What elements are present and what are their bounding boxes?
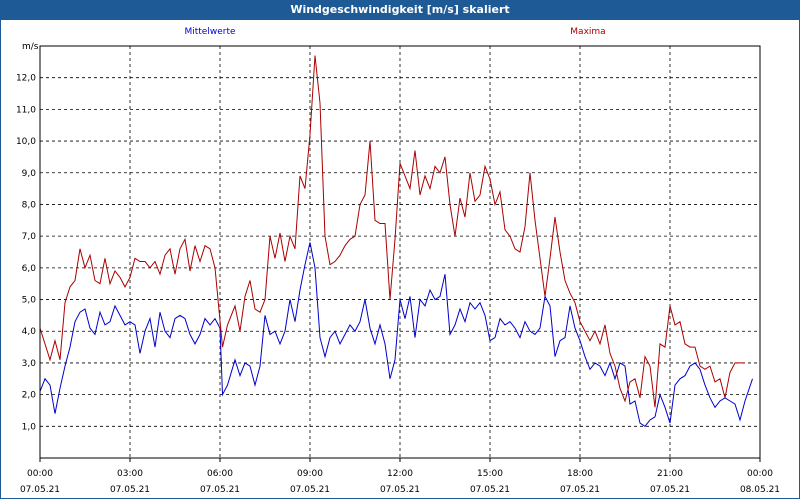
y-tick-label: 5,0 [22,296,37,306]
y-tick-label: 2,0 [22,391,37,401]
x-tick-date: 07.05.21 [200,485,240,495]
x-tick-time: 00:00 [747,469,773,479]
x-tick-date: 07.05.21 [20,485,60,495]
grid [39,45,761,462]
series-line-mittelwerte [39,242,753,427]
y-tick-label: 6,0 [22,264,37,274]
x-tick-date: 08.05.21 [740,485,780,495]
y-axis-ticks: 1,0 2,0 3,0 4,0 5,0 6,0 7,0 8,0 9,0 10,0 11,0 12,0 [16,74,36,433]
series-lines [39,55,753,427]
y-tick-label: 12,0 [16,74,36,84]
x-tick-time: 21:00 [657,469,683,479]
x-tick-time: 03:00 [117,469,143,479]
x-tick-time: 06:00 [207,469,233,479]
x-tick-date: 07.05.21 [560,485,600,495]
x-tick-time: 18:00 [567,469,593,479]
x-tick-date: 07.05.21 [380,485,420,495]
y-tick-label: 1,0 [22,422,37,432]
y-tick-label: 7,0 [22,232,37,242]
wind-speed-chart: m/s Mittelwerte Maxima 1,0 2,0 3,0 4,0 5,0 6,… [16,27,780,495]
x-axis-ticks: 00:00 07.05.21 03:00 07.05.21 06:00 07.05.21 0… [20,469,780,495]
series-line-maxima [39,55,745,408]
x-tick-date: 07.05.21 [290,485,330,495]
y-tick-label: 11,0 [16,105,36,115]
x-tick-time: 00:00 [27,469,53,479]
x-tick-time: 15:00 [477,469,503,479]
plot-area [39,45,761,459]
legend-maxima: Maxima [570,27,605,37]
y-tick-label: 4,0 [22,327,37,337]
window-title: Windgeschwindigkeit [m/s] skaliert [0,0,800,20]
legend-mittelwerte: Mittelwerte [184,27,235,37]
x-tick-date: 07.05.21 [470,485,510,495]
y-tick-label: 3,0 [22,359,37,369]
x-tick-time: 12:00 [387,469,413,479]
y-tick-label: 9,0 [22,169,37,179]
y-tick-label: 10,0 [16,137,36,147]
x-tick-date: 07.05.21 [110,485,150,495]
y-tick-label: 8,0 [22,200,37,210]
x-tick-date: 07.05.21 [650,485,690,495]
y-axis-label: m/s [22,42,39,52]
x-tick-time: 09:00 [297,469,323,479]
